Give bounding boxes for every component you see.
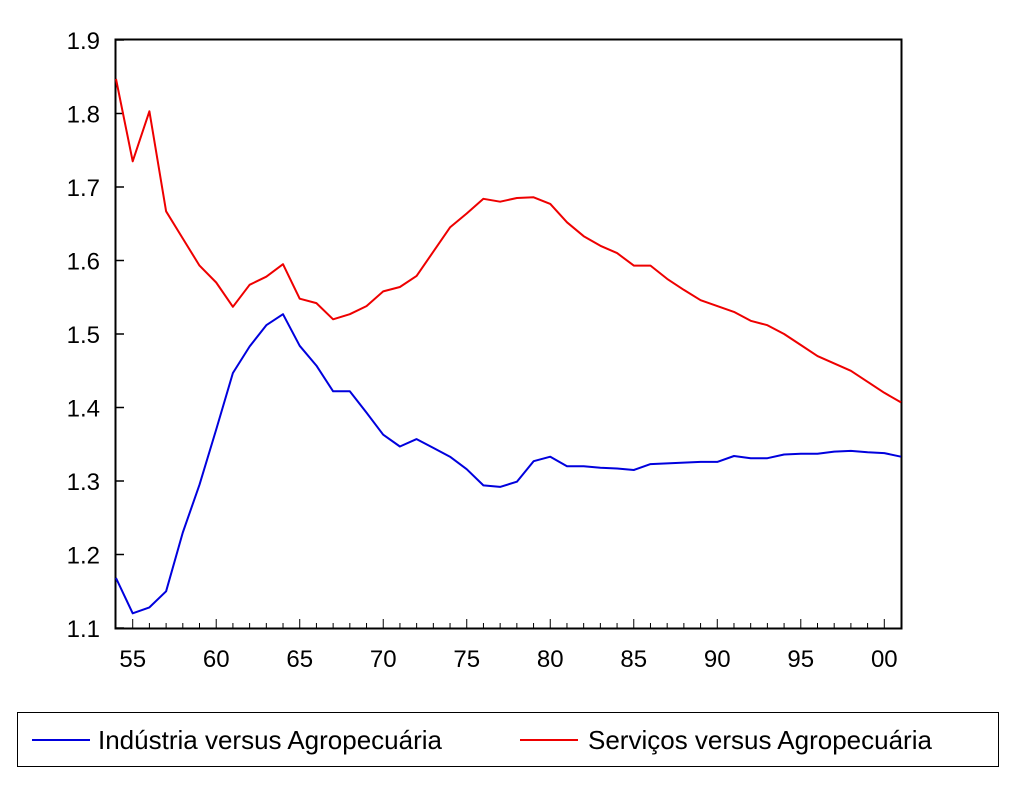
y-tick-label: 1.5	[67, 322, 100, 349]
y-tick-label: 1.4	[67, 396, 100, 423]
x-tick-label: 55	[119, 646, 146, 673]
x-tick-label: 85	[620, 646, 647, 673]
series-line-servicos	[115, 78, 902, 404]
y-tick-label: 1.8	[67, 102, 100, 129]
plot-frame	[114, 38, 903, 630]
x-tick-label: 65	[286, 646, 313, 673]
legend-box	[17, 712, 999, 767]
x-tick-label: 80	[537, 646, 564, 673]
y-tick-label: 1.2	[67, 543, 100, 570]
y-tick-label: 1.7	[67, 175, 100, 202]
x-axis: 55 60 65 70 75 80 85 90 95 00	[115, 619, 902, 673]
legend-label-industria: Indústria versus Agropecuária	[98, 725, 443, 755]
y-tick-label: 1.3	[67, 469, 100, 496]
x-tick-label: 00	[871, 646, 898, 673]
series-lines	[115, 78, 902, 615]
y-axis: 1.1 1.2 1.3 1.4 1.5 1.6 1.7 1.8 1.9	[67, 28, 124, 643]
x-tick-label: 60	[203, 646, 230, 673]
x-tick-label: 95	[787, 646, 814, 673]
y-tick-label: 1.9	[67, 28, 100, 55]
legend: Indústria versus Agropecuária Serviços v…	[17, 712, 999, 767]
series-line-industria	[115, 313, 902, 615]
x-tick-label: 70	[370, 646, 397, 673]
x-tick-label: 75	[453, 646, 480, 673]
legend-label-servicos: Serviços versus Agropecuária	[588, 725, 932, 755]
y-tick-label: 1.6	[67, 249, 100, 276]
x-tick-label: 90	[704, 646, 731, 673]
y-tick-label: 1.1	[67, 616, 100, 643]
